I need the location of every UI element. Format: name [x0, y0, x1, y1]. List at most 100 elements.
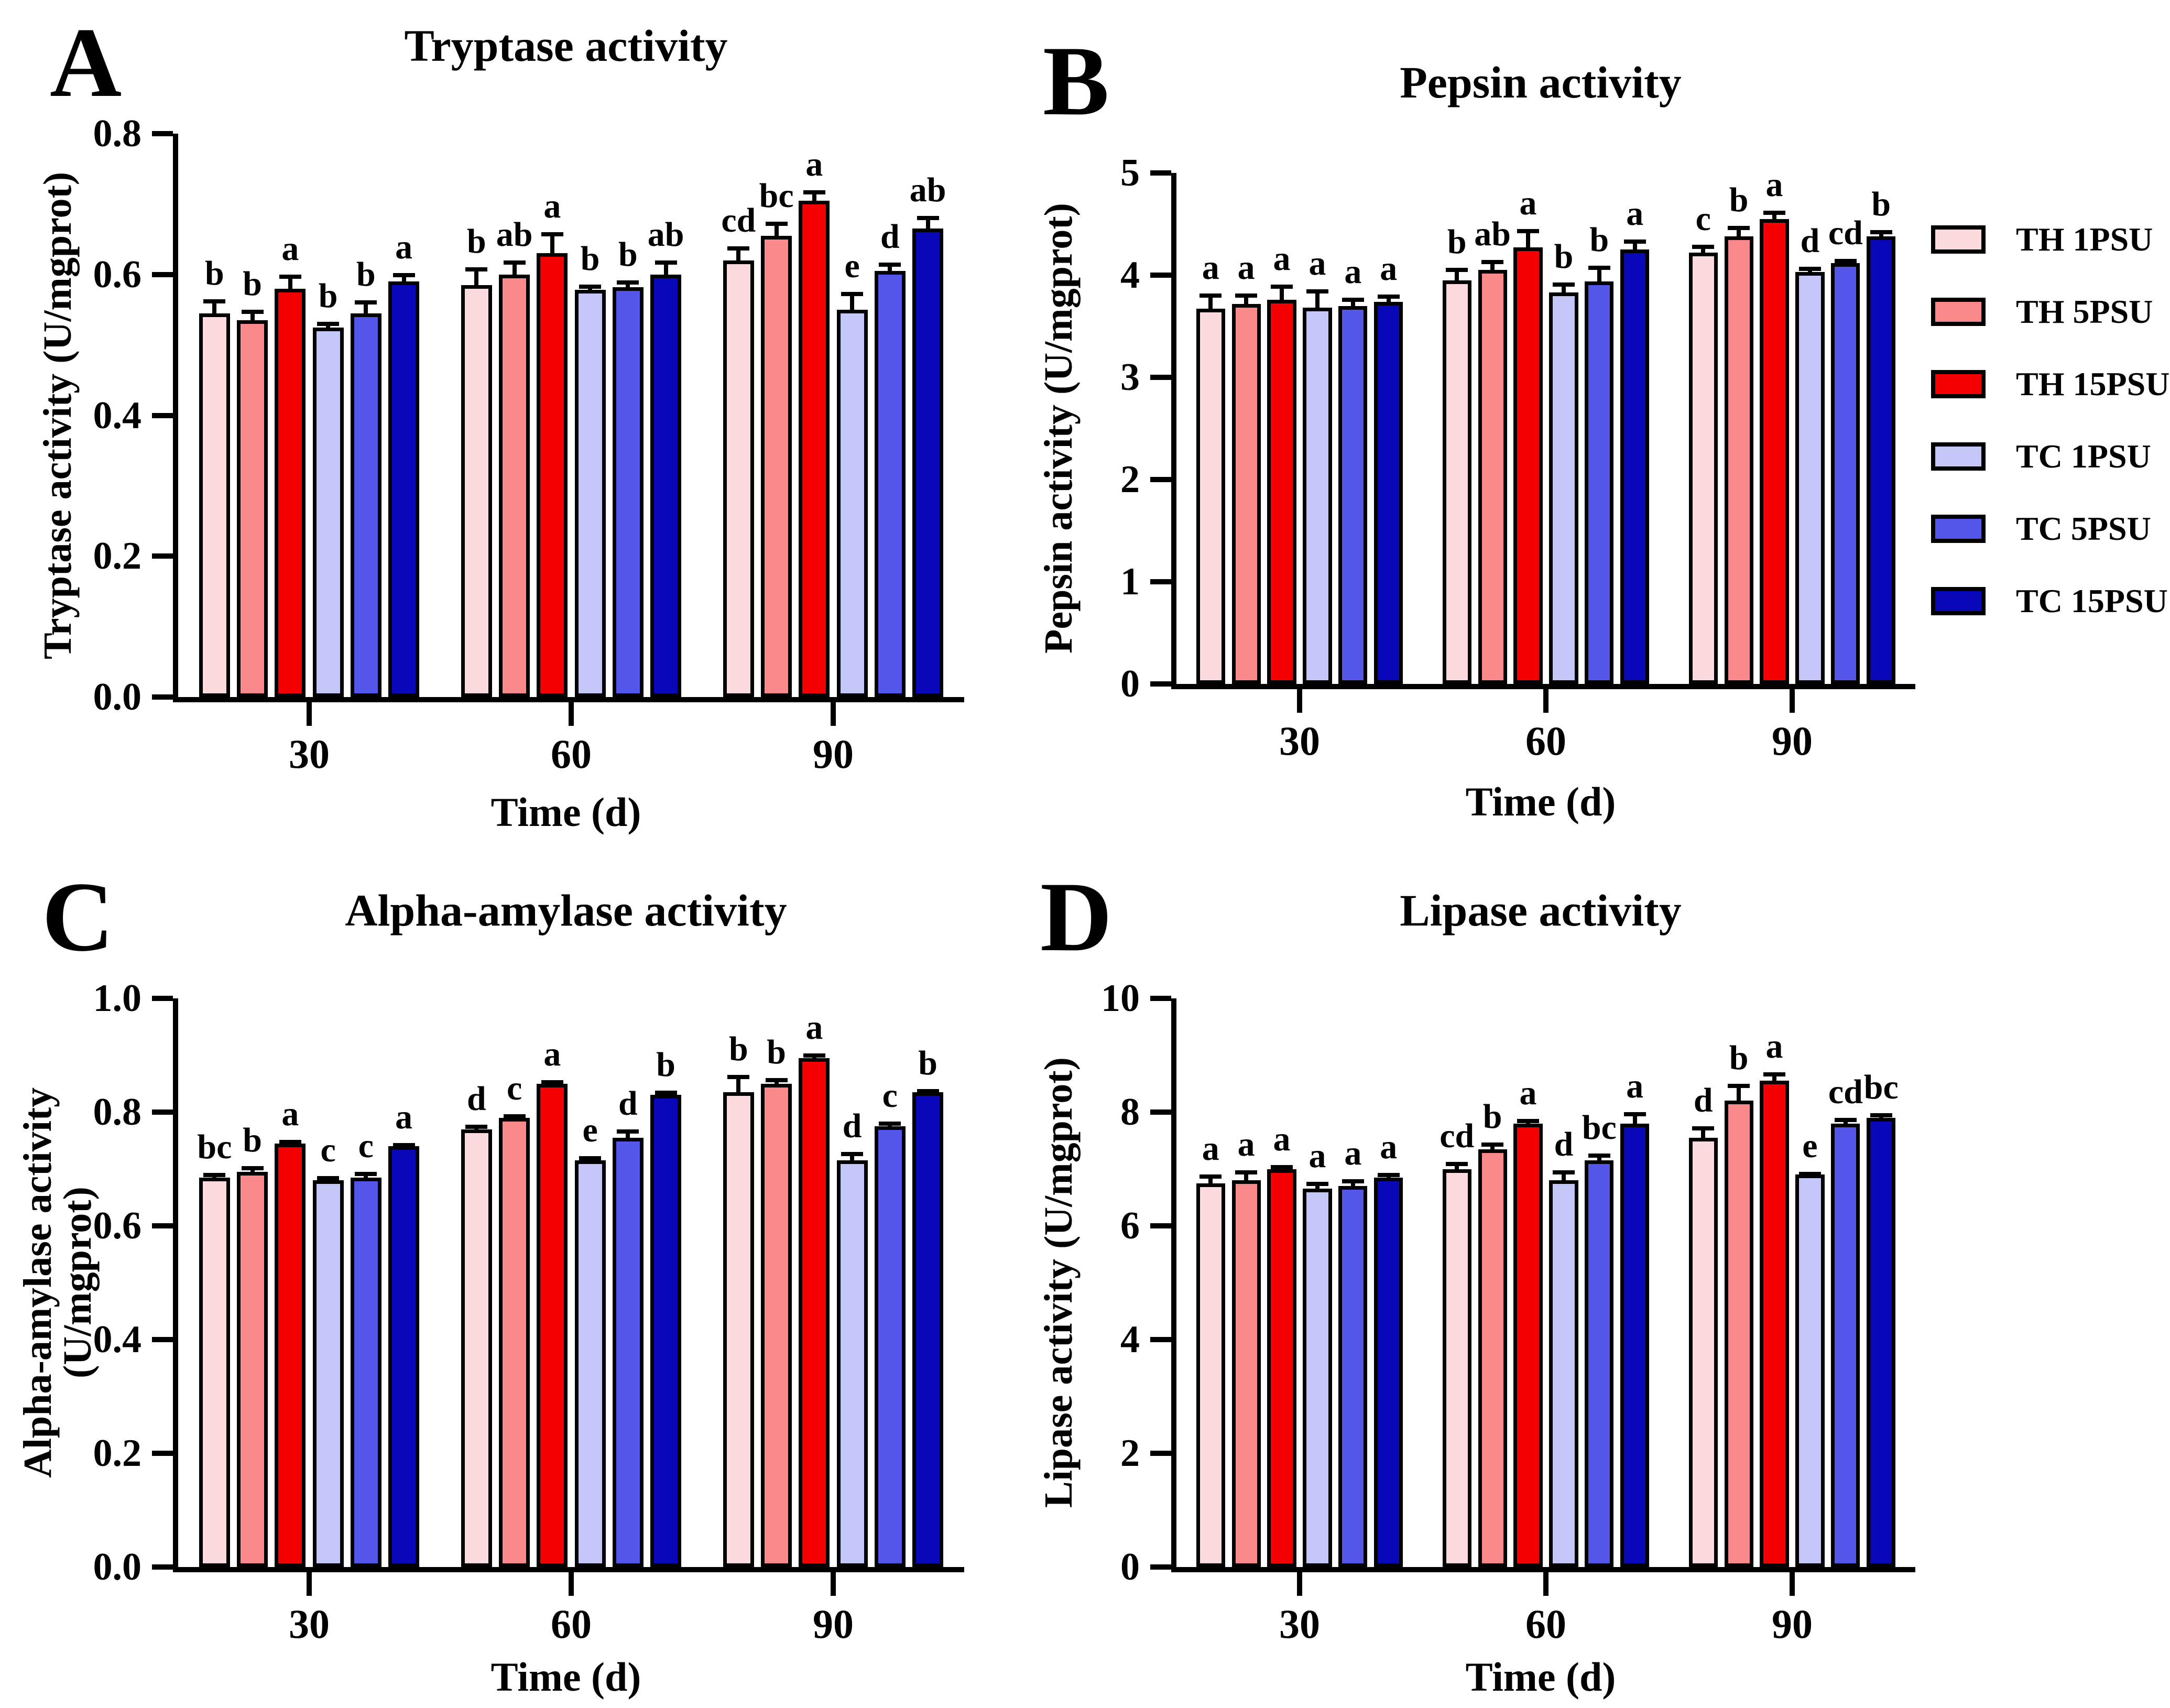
- chart-title-lipase: Lipase activity: [1400, 885, 1682, 935]
- legend-item: TC 15PSU: [1931, 584, 2169, 618]
- significance-letter: bc: [1582, 1108, 1617, 1147]
- y-axis-tick-label: 2: [1120, 1432, 1140, 1475]
- error-bar-cap: [1446, 268, 1468, 273]
- bar-tc-15psu: [1867, 236, 1896, 684]
- significance-letter: b: [729, 1030, 748, 1069]
- bar-tc-15psu: [650, 274, 681, 697]
- bar-th-1psu: [1442, 280, 1471, 684]
- bar-tc-5psu: [1585, 281, 1614, 684]
- legend-swatch: [1931, 442, 1986, 471]
- error-bar: [1561, 1170, 1566, 1181]
- significance-letter: c: [320, 1130, 336, 1169]
- y-axis-tick-label: 3: [1120, 356, 1140, 399]
- y-axis-tick-label: 0: [1120, 662, 1140, 705]
- legend-item: TH 1PSU: [1931, 223, 2169, 256]
- y-axis-label-alpha-amylase: Alpha-amylase activity (U/mgprot): [16, 1087, 100, 1478]
- error-bar-cap: [203, 299, 226, 303]
- bar-tc-5psu: [350, 313, 381, 697]
- chart-title-pepsin: Pepsin activity: [1400, 57, 1682, 107]
- bar-tc-5psu: [874, 1126, 906, 1567]
- error-bar-cap: [803, 190, 825, 194]
- bar-th-1psu: [723, 1092, 754, 1567]
- bar-group-60d: b ab a b b ab: [461, 134, 684, 697]
- error-bar-cap: [579, 284, 602, 289]
- error-bar-cap: [1728, 1083, 1750, 1088]
- bar-slot: b: [1724, 998, 1753, 1567]
- significance-letter: a: [805, 1008, 823, 1047]
- x-axis-tick: [306, 702, 312, 726]
- error-bar-cap: [1798, 1171, 1821, 1176]
- error-bar: [663, 260, 668, 275]
- error-bar: [250, 309, 255, 321]
- significance-letter: a: [1519, 184, 1537, 223]
- bar-tc-5psu: [350, 1177, 381, 1567]
- significance-letter: bc: [759, 176, 794, 215]
- significance-letter: a: [1308, 244, 1326, 283]
- bar-slot: b: [312, 134, 344, 697]
- error-bar-cap: [279, 274, 301, 279]
- x-axis-tick-label: 60: [1525, 1601, 1566, 1647]
- bar-slot: a: [1267, 173, 1296, 684]
- y-axis-label-pepsin: Pepsin activity (U/mgprot): [1037, 203, 1081, 654]
- error-bar-cap: [541, 232, 563, 237]
- error-bar-cap: [1517, 1119, 1540, 1124]
- bar-th-5psu: [1478, 270, 1507, 684]
- significance-letter: a: [1344, 252, 1362, 291]
- bar-group-90d: cd bc a e d ab: [721, 134, 946, 697]
- legend-item: TC 1PSU: [1931, 440, 2169, 473]
- error-bar-cap: [841, 292, 864, 297]
- error-bar: [1632, 239, 1637, 250]
- significance-letter: cd: [721, 201, 756, 240]
- y-axis-tick: [152, 1564, 173, 1570]
- bar-tc-5psu: [874, 271, 906, 697]
- error-bar: [888, 262, 892, 271]
- bar-tc-1psu: [574, 290, 606, 697]
- bar-slot: ab: [648, 134, 684, 697]
- bar-group-90d: c b a d cd b: [1688, 168, 1896, 684]
- x-axis-label-tryptase: Time (d): [490, 789, 641, 835]
- bar-group-60d: b ab a b b a: [1442, 173, 1650, 684]
- significance-letter: a: [1273, 1119, 1291, 1158]
- bar-th-1psu: [1196, 1183, 1225, 1567]
- y-axis-tick: [152, 1109, 173, 1115]
- significance-letter: e: [582, 1111, 598, 1149]
- significance-letter: bc: [197, 1128, 232, 1167]
- bar-th-1psu: [199, 313, 230, 697]
- bar-slot: a: [537, 134, 568, 697]
- bar-slot: a: [1338, 998, 1368, 1567]
- bar-tc-1psu: [836, 1160, 868, 1567]
- y-axis-tick-label: 0.0: [93, 676, 142, 719]
- bar-slot: b: [350, 134, 381, 697]
- y-axis-tick: [1150, 1337, 1171, 1342]
- x-axis-tick-label: 90: [813, 731, 854, 777]
- error-bar-cap: [1306, 1182, 1328, 1187]
- y-axis-tick-label: 0.6: [93, 1204, 142, 1247]
- x-axis-tick-label: 60: [551, 1601, 592, 1647]
- bar-slot: bc: [759, 134, 794, 697]
- error-bar-cap: [241, 309, 264, 314]
- error-bar-cap: [1870, 1113, 1892, 1118]
- significance-letter: a: [1626, 1067, 1644, 1105]
- bar-tc-1psu: [312, 327, 344, 697]
- x-axis-tick-label: 30: [1279, 1601, 1320, 1647]
- significance-letter: a: [1237, 1125, 1255, 1163]
- error-bar-cap: [727, 246, 750, 251]
- bar-slot: a: [1196, 173, 1225, 684]
- bar-slot: a: [388, 998, 419, 1567]
- error-bar-cap: [917, 1089, 939, 1093]
- legend-label: TH 15PSU: [2016, 365, 2170, 402]
- bar-slot: d: [461, 998, 492, 1567]
- significance-letter: b: [467, 222, 486, 261]
- error-bar-cap: [1342, 297, 1364, 302]
- bar-slot: e: [836, 134, 868, 697]
- error-bar-cap: [241, 1166, 264, 1171]
- significance-letter: ab: [909, 171, 946, 210]
- bar-slot: b: [1549, 173, 1578, 684]
- error-bar-cap: [503, 1114, 526, 1119]
- significance-letter: a: [1765, 166, 1783, 204]
- bar-slot: b: [574, 134, 606, 697]
- x-axis-tick-label: 90: [1772, 718, 1813, 764]
- x-axis-tick: [831, 702, 836, 726]
- x-axis-tick: [569, 1572, 574, 1596]
